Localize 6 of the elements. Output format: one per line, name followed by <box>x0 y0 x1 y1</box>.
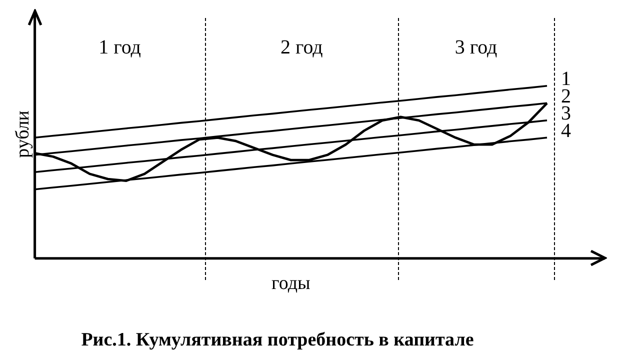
x-axis-title: годы <box>272 272 310 294</box>
y-axis-title: рубли <box>12 110 34 158</box>
text: Рис.1. Кумулятивная потребность в капитале <box>81 330 474 351</box>
text: 1 год <box>98 36 141 58</box>
text: 2 год <box>280 36 323 58</box>
text: 3 год <box>454 36 498 58</box>
